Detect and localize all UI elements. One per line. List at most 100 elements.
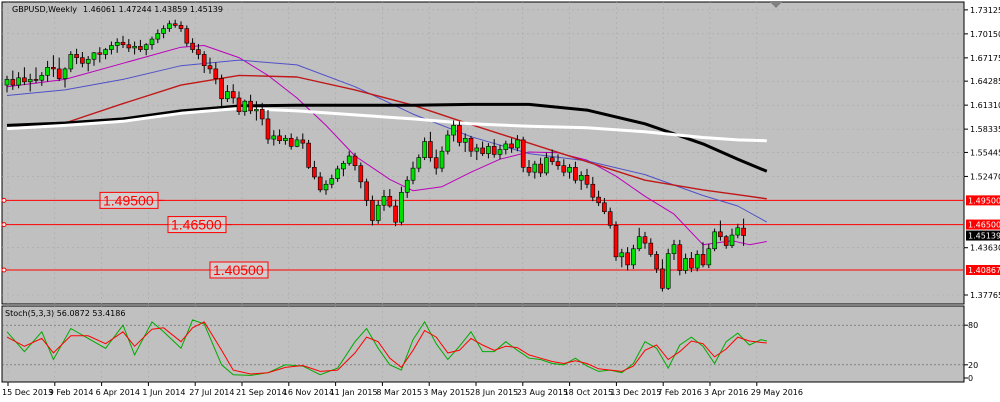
x-tick-label: 15 Dec 2013	[2, 388, 53, 397]
candle-body	[538, 163, 543, 174]
stoch-y-tick-label: 80	[968, 321, 978, 330]
y-tick-label: 1.55445	[970, 148, 1000, 157]
candle	[230, 84, 236, 104]
candle-body	[68, 54, 74, 70]
candle	[184, 25, 190, 47]
candle-body	[677, 244, 683, 271]
candle-body	[718, 231, 723, 237]
candle-body	[306, 142, 311, 168]
candle	[439, 146, 445, 173]
candle-body	[22, 77, 27, 83]
candle	[346, 151, 352, 166]
candle	[248, 94, 253, 115]
candle	[155, 29, 161, 44]
candle	[584, 168, 590, 189]
candle-body	[457, 125, 462, 143]
candle-body	[62, 68, 68, 79]
moving-average-line	[6, 45, 767, 246]
y-tick-label: 1.37765	[970, 291, 1000, 300]
y-tick-label: 1.67175	[970, 54, 1000, 63]
candle	[323, 180, 329, 195]
stoch-layer	[2, 306, 964, 382]
candle-body	[410, 167, 416, 181]
candle-body	[167, 23, 172, 29]
candle-body	[683, 258, 688, 271]
candle-body	[271, 135, 277, 140]
candle-body	[259, 108, 265, 120]
candle	[416, 154, 422, 173]
y-tick-label: 1.73125	[970, 6, 1000, 15]
candle	[167, 20, 172, 32]
candle-body	[474, 147, 480, 152]
candle	[259, 102, 265, 126]
candle	[103, 47, 108, 60]
stoch-header: Stoch(5,3,3) 56.0872 53.4186	[5, 309, 125, 318]
level-price-label: 1.40867	[968, 266, 1000, 275]
candle-body	[590, 183, 596, 198]
y-tick-label: 1.58335	[970, 125, 1000, 134]
candle	[573, 161, 578, 184]
candle	[648, 238, 654, 257]
candle	[45, 60, 50, 82]
candle-body	[741, 227, 746, 236]
candle-body	[555, 161, 561, 167]
candle	[364, 178, 369, 207]
stoch-y-tick-label: 20	[968, 361, 978, 370]
candle	[254, 101, 259, 121]
x-tick-label: 6 Apr 2014	[96, 388, 140, 397]
candle-body	[138, 46, 143, 50]
x-tick-label: 28 Jun 2015	[470, 388, 518, 397]
candle	[723, 235, 729, 249]
candle-body	[462, 137, 468, 143]
candle-body	[509, 143, 514, 149]
candle-body	[277, 135, 282, 142]
candle-body	[439, 150, 445, 169]
candle-body	[103, 49, 108, 55]
candle	[689, 251, 694, 273]
moving-average-line	[6, 106, 767, 143]
candle-body	[706, 248, 712, 266]
level-anchor	[1, 267, 7, 273]
candle	[596, 190, 601, 207]
candle	[619, 248, 625, 268]
candle-body	[27, 79, 33, 83]
candle	[474, 143, 480, 161]
candle-body	[358, 165, 364, 183]
candle	[480, 141, 485, 157]
candle	[410, 161, 416, 185]
candle	[288, 133, 294, 150]
candle	[613, 221, 619, 261]
level-anchor	[1, 222, 7, 228]
candle-body	[520, 139, 526, 168]
level-callout-label: 1.49500	[103, 192, 154, 208]
candle-body	[230, 91, 236, 99]
candle	[39, 72, 45, 86]
candle	[178, 21, 184, 32]
candle-body	[132, 46, 137, 49]
candle	[242, 99, 248, 116]
candle	[33, 67, 39, 84]
candle	[207, 57, 213, 74]
candle	[114, 38, 120, 53]
candle	[387, 189, 393, 208]
candle-body	[375, 204, 381, 221]
level-price-tag	[966, 219, 1000, 230]
candle-body	[155, 33, 161, 40]
candle-body	[207, 65, 213, 70]
y-tick-label: 1.43630	[970, 244, 1000, 253]
main-layer: 1.49500 1.46500 1.40500	[1, 2, 964, 304]
candle	[329, 174, 335, 189]
candle	[503, 140, 509, 155]
x-tick-label: 7 Feb 2016	[657, 388, 702, 397]
y-tick-label: 1.61310	[970, 101, 1000, 110]
candle-body	[190, 42, 195, 50]
x-tick-label: 8 Mar 2015	[376, 388, 422, 397]
level-price-label: 1.46500	[968, 221, 1000, 230]
candle-body	[544, 157, 549, 174]
scroll-marker-icon[interactable]	[770, 2, 782, 8]
candle	[509, 138, 514, 153]
candle	[578, 171, 584, 190]
x-tick-label: 3 Apr 2016	[704, 388, 748, 397]
